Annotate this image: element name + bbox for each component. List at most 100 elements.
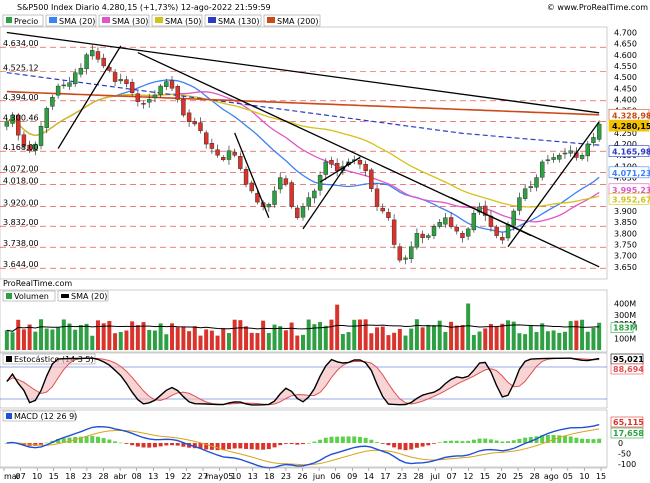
level-label: 3.832,00	[3, 218, 39, 227]
date-tick-label: 10	[579, 472, 589, 481]
candle-body	[124, 79, 129, 85]
volume-bar	[585, 331, 590, 350]
candle-body	[357, 159, 363, 165]
sma130-line	[6, 72, 600, 146]
candle-body	[198, 122, 203, 131]
volume-bar	[363, 319, 368, 350]
macd-hist-bar	[306, 442, 311, 444]
volume-bar	[449, 321, 454, 350]
price-tick-label: 4.200	[614, 140, 637, 149]
candle-body	[152, 94, 158, 99]
volume-tick-label: 400M	[614, 299, 636, 308]
volume-bar	[130, 321, 135, 350]
volume-bar	[591, 327, 596, 350]
legend-sma50: SMA (50)	[165, 17, 201, 26]
volume-bar	[295, 335, 300, 350]
volume-bar	[215, 335, 220, 350]
volume-bar	[528, 325, 533, 350]
candle-body	[84, 54, 89, 70]
price-right-value: 4.071,23	[612, 169, 650, 178]
candle-body	[403, 257, 408, 260]
volume-bar	[346, 332, 351, 350]
volume-bar	[466, 303, 471, 350]
volume-bar	[181, 326, 186, 350]
macd-hist-bar	[78, 436, 83, 443]
candle-body	[591, 137, 596, 143]
volume-bar	[574, 320, 579, 350]
volume-bar	[289, 322, 294, 350]
date-tick-label: 25	[513, 472, 523, 481]
volume-bar	[318, 322, 323, 350]
date-tick-label: 05	[563, 472, 573, 481]
volume-bar	[84, 323, 89, 350]
macd-hist-bar	[460, 441, 465, 443]
candle-body	[226, 150, 232, 160]
volume-bar	[10, 332, 15, 350]
volume-bar	[431, 325, 436, 350]
volume-bar	[557, 332, 562, 350]
macd-hist-bar	[449, 440, 454, 443]
date-tick-label: 13	[248, 472, 258, 481]
candle-body	[238, 156, 243, 169]
price-tick-label: 3.700	[614, 252, 637, 261]
date-tick-label: 23	[82, 472, 92, 481]
volume-bar	[95, 320, 100, 350]
macd-hist-bar	[170, 443, 175, 446]
volume-bars	[4, 303, 602, 350]
volume-bar	[323, 325, 328, 350]
date-tick-label: 19	[165, 472, 175, 481]
macd-hist-bar	[403, 443, 408, 451]
legend-sma130: SMA (130)	[218, 17, 260, 26]
volume-bar	[301, 334, 305, 350]
volume-bar	[329, 319, 334, 350]
trendline	[234, 132, 270, 218]
candle-body	[44, 108, 49, 128]
volume-bar	[494, 327, 499, 350]
macd-hist-bar	[158, 443, 163, 447]
macd-hist-bar	[181, 443, 186, 447]
macd-right-badge	[610, 427, 644, 439]
candle-body	[209, 142, 215, 149]
candle-body	[186, 112, 192, 122]
macd-hist-bar	[255, 443, 260, 450]
candle-body	[465, 228, 471, 237]
date-tick-label: 17	[380, 472, 390, 481]
volume-bar	[369, 333, 374, 350]
candlesticks	[4, 44, 602, 265]
macd-hist-bar	[192, 443, 197, 449]
volume-bar	[306, 319, 311, 350]
candle-body	[118, 79, 123, 82]
volume-bar	[266, 333, 271, 350]
price-right-value: 3.995,23	[612, 186, 650, 195]
macd-hist-bar	[369, 439, 374, 443]
candle-body	[67, 82, 72, 87]
candle-body	[397, 246, 403, 261]
macd-hist-bar	[244, 443, 249, 449]
date-tick-label: 18	[65, 472, 75, 481]
macd-hist-bar	[90, 435, 95, 443]
volume-bar	[403, 335, 408, 350]
price-tick-label: 4.500	[614, 73, 637, 82]
candle-body	[522, 188, 528, 199]
date-tick-label: 28	[98, 472, 108, 481]
price-right-value: 4.328,98	[612, 111, 650, 120]
site-credit: © www.ProRealTime.com	[547, 3, 648, 12]
date-tick-label: 28	[530, 472, 540, 481]
volume-bar	[272, 324, 277, 350]
price-right-value: 4.280,15	[612, 122, 650, 131]
legend-macd: MACD (12 26 9)	[14, 412, 77, 421]
watermark: ProRealTime.com	[3, 279, 72, 288]
macd-hist-bar	[562, 435, 567, 443]
volume-bar	[21, 329, 26, 350]
macd-hist-bar	[39, 443, 44, 445]
candle-body	[169, 80, 175, 89]
price-tick-label: 4.250	[614, 129, 637, 138]
candle-body	[494, 226, 499, 236]
price-tick-label: 3.850	[614, 218, 637, 227]
macd-hist-bar	[375, 442, 380, 443]
candle-body	[61, 84, 66, 87]
price-tick-label: 3.750	[614, 241, 637, 250]
